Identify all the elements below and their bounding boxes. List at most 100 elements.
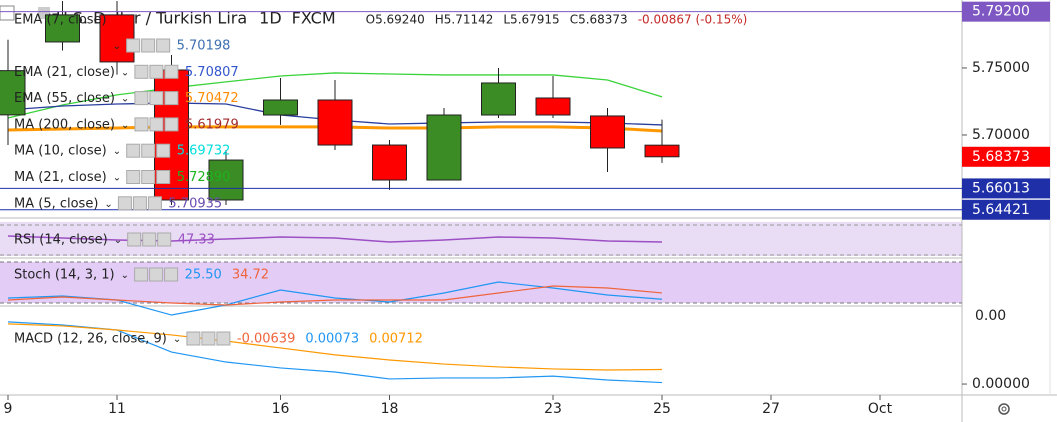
candle-body	[426, 114, 462, 181]
legend-value: 0.00073	[305, 332, 359, 347]
legend-icon[interactable]	[132, 196, 147, 211]
indicator-line	[7, 285, 663, 306]
candle-body	[590, 115, 625, 149]
legend-icon[interactable]	[141, 38, 156, 53]
price-label: 5.79200	[972, 4, 1030, 20]
legend-value: 47.33	[178, 233, 215, 248]
legend-name: MA (10, close)	[14, 144, 107, 159]
candle-body	[99, 14, 135, 63]
collapse-icon[interactable]	[0, 5, 15, 21]
candle-body	[644, 144, 680, 158]
candle-body	[45, 14, 80, 43]
y-tick-label: 0.00	[975, 308, 1006, 324]
candle-body	[372, 144, 407, 181]
legend-icon[interactable]	[156, 170, 171, 184]
price-label: 5.66013	[972, 180, 1030, 196]
legend-name: MA (5, close)	[14, 196, 98, 211]
legend-chevron: ⌄	[121, 120, 129, 131]
legend-icon[interactable]	[141, 143, 156, 158]
x-tick-label: Oct	[868, 401, 893, 417]
legend-value: 5.70472	[185, 91, 239, 106]
legend-icon[interactable]	[147, 196, 162, 211]
legend-chevron: ⌄	[121, 270, 129, 281]
legend-icon[interactable]	[164, 267, 179, 282]
legend-chevron: ⌄	[114, 235, 122, 246]
chart-source: FXCM	[292, 9, 336, 28]
legend-icon[interactable]	[126, 170, 141, 184]
legend-icon[interactable]	[126, 38, 141, 53]
ohlc-value: -0.00867 (-0.15%)	[638, 13, 748, 27]
legend-value: 25.50	[185, 268, 222, 283]
candle-body	[263, 99, 298, 116]
legend-chevron: ⌄	[113, 173, 121, 184]
legend-icon[interactable]	[164, 91, 179, 106]
legend-icon[interactable]	[141, 170, 156, 184]
legend-icon[interactable]	[127, 232, 142, 247]
price-label: 5.68373	[972, 149, 1030, 165]
candle-body	[208, 159, 244, 201]
legend-icon[interactable]	[134, 117, 149, 132]
legend-value: 5.72890	[177, 170, 231, 185]
legend-icon[interactable]	[216, 331, 231, 346]
legend-name: Stoch (14, 3, 1)	[14, 268, 115, 283]
legend-icon[interactable]	[117, 196, 132, 211]
legend-value: 5.70198	[177, 39, 231, 54]
legend-icon[interactable]	[134, 267, 149, 282]
legend-icon[interactable]	[156, 38, 171, 53]
legend-icon[interactable]	[156, 143, 171, 158]
ohlc-value: O5.69240	[366, 13, 425, 27]
ohlc-value: C5.68373	[570, 13, 628, 27]
legend-icon[interactable]	[164, 64, 179, 79]
indicator-line	[7, 323, 663, 371]
legend-value: 5.70807	[185, 65, 239, 80]
legend-icon[interactable]	[149, 91, 164, 106]
legend-value: 34.72	[232, 268, 269, 283]
x-tick-label: 18	[381, 401, 399, 417]
legend-icon[interactable]	[201, 331, 216, 346]
legend-value: 5.61979	[185, 117, 239, 132]
legend-chevron: ⌄	[113, 41, 121, 52]
x-tick-label: 9	[4, 401, 13, 417]
legend-icon[interactable]	[142, 232, 157, 247]
ohlc-value: H5.71142	[435, 13, 494, 27]
candle-body	[481, 82, 516, 116]
legend-chevron: ⌄	[121, 67, 129, 78]
legend-icon[interactable]	[157, 232, 172, 247]
legend-icon[interactable]	[149, 267, 164, 282]
legend-icon[interactable]	[149, 117, 164, 132]
x-tick-label: 23	[544, 401, 562, 417]
legend-value: 5.70935	[168, 196, 222, 211]
legend-icon[interactable]	[149, 64, 164, 79]
legend-name: EMA (55, close)	[14, 91, 115, 106]
legend-name: MA (21, close)	[14, 170, 107, 185]
x-tick-label: 16	[272, 401, 290, 417]
price-label: 5.64421	[972, 202, 1030, 218]
legend-icon[interactable]	[126, 143, 141, 158]
legend-icon[interactable]	[164, 117, 179, 132]
legend-chevron: ⌄	[113, 146, 121, 157]
chart-interval: 1D	[259, 9, 282, 28]
legend-chevron: ⌄	[104, 199, 112, 210]
ohlc-value: L5.67915	[503, 13, 559, 27]
legend-name: MACD (12, 26, close, 9)	[14, 332, 167, 347]
legend-name: EMA (21, close)	[14, 65, 115, 80]
candle-body	[535, 97, 571, 116]
legend-value: 0.00712	[369, 332, 423, 347]
overlay-line	[7, 72, 663, 119]
settings-icon[interactable]	[998, 403, 1010, 415]
x-tick-label: 25	[653, 401, 671, 417]
x-tick-label: 11	[108, 401, 126, 417]
y-tick-label: 5.75000	[972, 60, 1030, 76]
legend-name: EMA (7, close)	[14, 13, 107, 28]
legend-icon[interactable]	[134, 64, 149, 79]
price-label-box	[962, 199, 1050, 220]
legend-chevron: ⌄	[173, 334, 181, 345]
candle-body	[317, 99, 353, 146]
legend-icon[interactable]	[186, 331, 201, 346]
indicator-line	[7, 235, 663, 243]
legend-name: RSI (14, close)	[14, 233, 108, 248]
x-tick-label: 27	[762, 401, 780, 417]
legend-value: -0.00639	[237, 332, 295, 347]
legend-icon[interactable]	[134, 91, 149, 106]
